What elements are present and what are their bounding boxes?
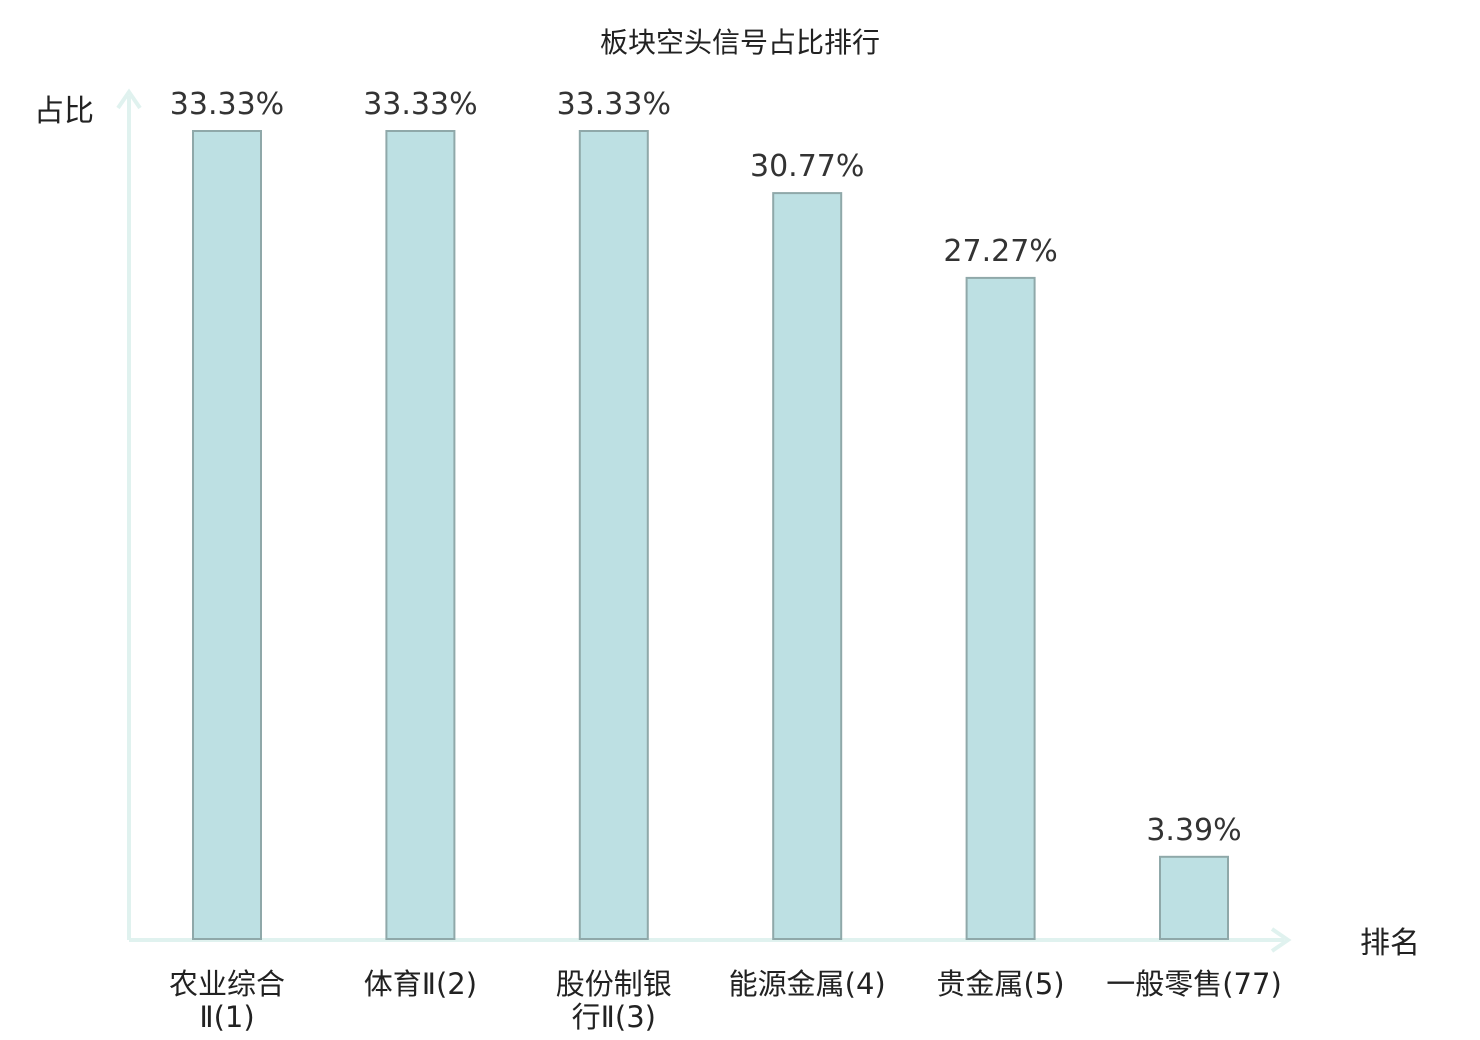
category-label-1: 体育Ⅱ(2) bbox=[364, 967, 477, 1001]
bar-4 bbox=[965, 276, 1036, 940]
axes bbox=[116, 88, 1292, 953]
value-label-3: 30.77% bbox=[750, 149, 864, 184]
category-label-5: 一般零售(77) bbox=[1106, 967, 1282, 1001]
category-label-2: 股份制银行Ⅱ(3) bbox=[556, 967, 672, 1034]
bar-5 bbox=[1159, 855, 1229, 940]
category-label-0-line-0: 农业综合 bbox=[169, 967, 285, 1001]
bar-2 bbox=[578, 130, 649, 940]
value-label-0: 33.33% bbox=[170, 87, 284, 122]
value-labels-group: 33.33% 33.33% 33.33% 30.77% 27.27% 3.39% bbox=[170, 87, 1242, 848]
bar-0 bbox=[192, 130, 262, 940]
y-axis-arrow bbox=[116, 88, 142, 110]
x-axis-arrow bbox=[1270, 927, 1292, 953]
category-label-1-line-0: 体育Ⅱ(2) bbox=[364, 967, 477, 1001]
category-labels-group: 农业综合 Ⅱ(1) 体育Ⅱ(2) 股份制银行Ⅱ(3) 能源金属(4) 贵金属(5) 一般零售… bbox=[169, 967, 1282, 1034]
category-label-2-line-1: 行Ⅱ(3) bbox=[572, 1000, 656, 1034]
bar-3 bbox=[772, 192, 843, 941]
value-label-2: 33.33% bbox=[557, 87, 671, 122]
y-axis-label: 占比 bbox=[34, 94, 94, 129]
category-label-0: 农业综合 Ⅱ(1) bbox=[169, 967, 285, 1034]
x-axis-label: 排名 bbox=[1360, 926, 1420, 961]
category-label-0-line-1: Ⅱ(1) bbox=[199, 1000, 254, 1034]
category-label-3: 能源金属(4) bbox=[729, 967, 886, 1001]
category-label-5-line-0: 一般零售(77) bbox=[1106, 967, 1282, 1001]
bar-1 bbox=[385, 130, 456, 940]
value-label-5: 3.39% bbox=[1146, 813, 1241, 848]
value-label-1: 33.33% bbox=[363, 87, 477, 122]
chart-title: 板块空头信号占比排行 bbox=[600, 26, 880, 59]
category-label-4: 贵金属(5) bbox=[937, 967, 1065, 1001]
category-label-2-line-0: 股份制银 bbox=[556, 967, 672, 1001]
bars-group bbox=[192, 130, 1229, 941]
value-label-4: 27.27% bbox=[943, 234, 1057, 269]
category-label-4-line-0: 贵金属(5) bbox=[937, 967, 1065, 1001]
category-label-3-line-0: 能源金属(4) bbox=[729, 967, 886, 1001]
